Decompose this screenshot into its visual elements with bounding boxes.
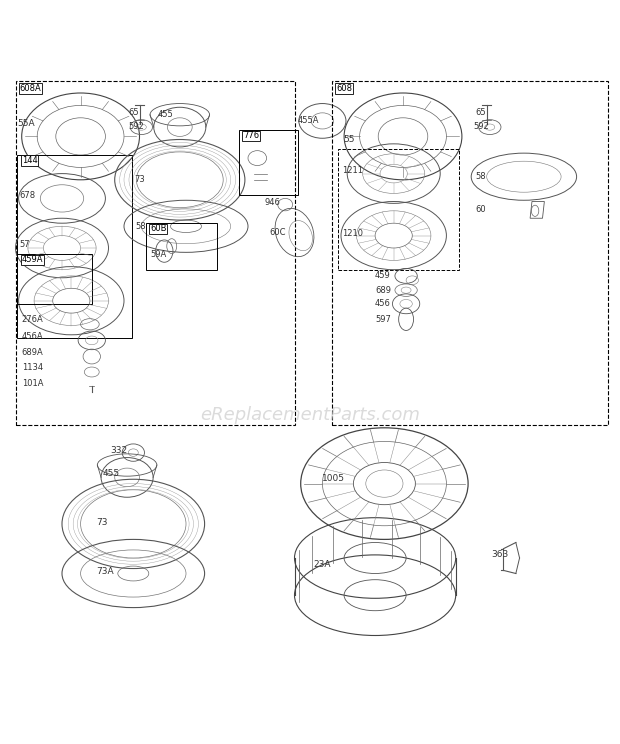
Text: 65: 65 xyxy=(128,109,139,118)
Text: 60: 60 xyxy=(475,205,485,214)
Text: 23A: 23A xyxy=(314,559,331,568)
Text: 592: 592 xyxy=(474,122,489,131)
Text: 455A: 455A xyxy=(298,116,319,126)
Text: 456: 456 xyxy=(375,299,391,308)
Text: 776: 776 xyxy=(243,132,259,141)
Text: 65: 65 xyxy=(475,109,485,118)
Text: 946: 946 xyxy=(265,198,281,208)
Text: 58: 58 xyxy=(475,172,485,182)
Bar xyxy=(146,223,217,269)
Text: 455: 455 xyxy=(103,469,120,478)
Text: 60C: 60C xyxy=(270,228,286,237)
Text: 1210: 1210 xyxy=(342,228,363,237)
Text: 55: 55 xyxy=(343,135,355,144)
Bar xyxy=(338,149,459,269)
Text: 1211: 1211 xyxy=(342,166,363,175)
Text: 332: 332 xyxy=(110,446,128,455)
Text: 455: 455 xyxy=(158,110,174,119)
Text: 608: 608 xyxy=(336,84,352,93)
Text: 73: 73 xyxy=(96,518,108,527)
Text: 73A: 73A xyxy=(96,567,113,576)
Text: 456A: 456A xyxy=(22,332,43,341)
Text: 60B: 60B xyxy=(150,225,167,234)
Text: 101A: 101A xyxy=(22,379,43,388)
Text: 1134: 1134 xyxy=(22,363,43,372)
Text: 276A: 276A xyxy=(22,315,43,324)
Bar xyxy=(239,130,298,195)
Text: eReplacementParts.com: eReplacementParts.com xyxy=(200,406,420,424)
Text: 363: 363 xyxy=(492,551,509,559)
Text: 608A: 608A xyxy=(20,84,42,93)
Text: 73: 73 xyxy=(135,176,145,185)
Bar xyxy=(17,254,92,304)
Text: 592: 592 xyxy=(128,122,144,131)
Text: 59A: 59A xyxy=(150,250,166,259)
Text: 678: 678 xyxy=(20,190,36,200)
Text: 689: 689 xyxy=(375,286,391,295)
Text: 58: 58 xyxy=(135,222,146,231)
Text: 597: 597 xyxy=(375,315,391,324)
Text: 57: 57 xyxy=(20,240,30,249)
Bar xyxy=(332,80,608,425)
Text: 144: 144 xyxy=(22,156,37,165)
Text: 55A: 55A xyxy=(17,120,35,129)
Bar xyxy=(16,80,294,425)
Text: 459: 459 xyxy=(375,272,391,280)
Bar xyxy=(17,155,132,338)
Text: 689A: 689A xyxy=(22,347,43,356)
Text: 459A: 459A xyxy=(22,255,43,264)
Text: 1005: 1005 xyxy=(322,474,345,483)
